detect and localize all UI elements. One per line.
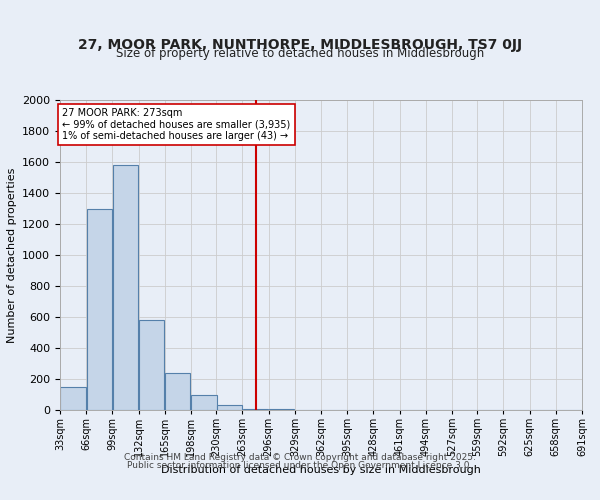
- Bar: [191, 394, 217, 410]
- Y-axis label: Number of detached properties: Number of detached properties: [7, 168, 17, 342]
- X-axis label: Distribution of detached houses by size in Middlesbrough: Distribution of detached houses by size …: [161, 465, 481, 475]
- Text: Public sector information licensed under the Open Government Licence 3.0.: Public sector information licensed under…: [127, 461, 473, 470]
- Bar: [61, 387, 86, 410]
- Bar: [243, 409, 268, 410]
- Text: Size of property relative to detached houses in Middlesbrough: Size of property relative to detached ho…: [116, 48, 484, 60]
- Bar: [139, 320, 164, 410]
- Text: 27 MOOR PARK: 273sqm
← 99% of detached houses are smaller (3,935)
1% of semi-det: 27 MOOR PARK: 273sqm ← 99% of detached h…: [62, 108, 290, 141]
- Bar: [269, 409, 295, 410]
- Bar: [113, 165, 138, 410]
- Text: 27, MOOR PARK, NUNTHORPE, MIDDLESBROUGH, TS7 0JJ: 27, MOOR PARK, NUNTHORPE, MIDDLESBROUGH,…: [78, 38, 522, 52]
- Bar: [86, 208, 112, 410]
- Bar: [217, 404, 242, 410]
- Text: Contains HM Land Registry data © Crown copyright and database right 2025.: Contains HM Land Registry data © Crown c…: [124, 454, 476, 462]
- Bar: [165, 373, 190, 410]
